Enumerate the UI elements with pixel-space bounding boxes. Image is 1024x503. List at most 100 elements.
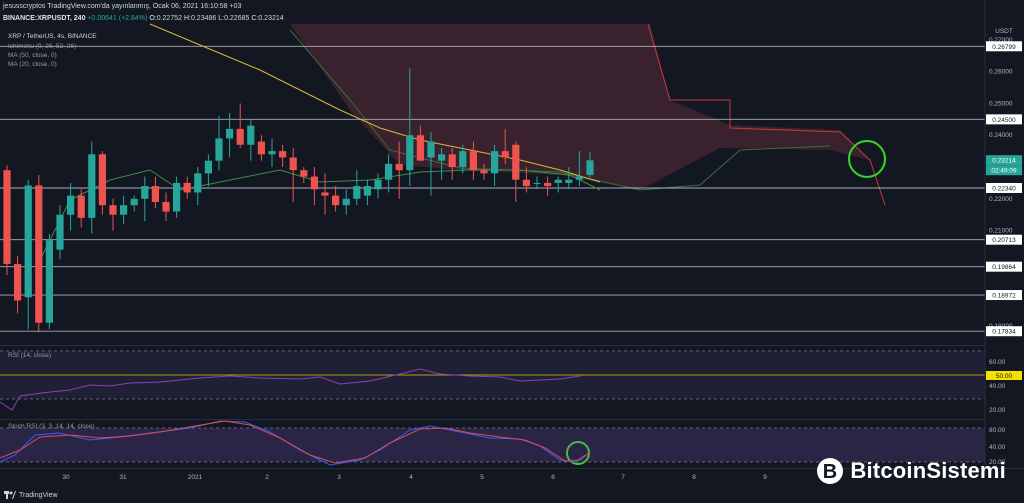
stoch-d-line [0,420,591,464]
price-levels [0,45,985,332]
indicator-ma50[interactable]: MA (50, close, 0) [8,52,57,59]
price-level-tag [986,155,1022,166]
candle-body [310,176,318,190]
time-tick-label: 3 [337,474,341,481]
candle-body [385,163,393,180]
price-axis: USDT 0.27000 0.26000 0.25000 0.24000 0.22000 0… [984,0,1024,468]
price-level-tag [986,114,1022,125]
candle-body [459,151,467,168]
candle-body [130,198,138,206]
candle-body [554,179,562,183]
candle-body [586,160,594,175]
kumo-area [290,24,870,190]
time-axis: 303120212345678910 [0,468,1024,481]
stoch-tick-label: 40.00 [989,444,1006,451]
candle-body [109,205,117,215]
leading-span-b-line [289,29,831,191]
candle-body [512,144,520,180]
time-tick-label: 8 [692,474,696,481]
candle-body [204,160,212,174]
publisher-name[interactable]: jesusscryptos [3,3,46,10]
rsi-value-tag [986,371,1022,380]
candle-body [565,179,573,183]
indicator-ichimoku[interactable]: Ichimoku (9, 26, 52, 26) [8,43,77,50]
published-note: TradingView.com'da yayınlanmış, Ocak 06,… [47,3,242,10]
time-tick-label: 2021 [188,474,203,481]
publish-header: jesusscryptos TradingView.com'da yayınla… [3,3,241,10]
rsi-pane: RSI (14, close) [0,345,1024,411]
candle-body [120,205,128,215]
time-tick-label: 31 [119,474,127,481]
price-level-label: 0.24500 [992,117,1016,124]
candle-body [374,179,382,190]
candle-body [88,154,96,218]
price-level-label: 0.20713 [992,237,1016,244]
candle-body [226,128,234,139]
candle-body [173,182,181,212]
candle-body [257,141,265,155]
candle-body [289,157,297,171]
svg-text:B: B [823,461,837,483]
candle-body [141,186,149,199]
ohlc-close: 0.23214 [258,15,284,22]
candle-body [45,240,53,323]
price-level-label: 0.22340 [992,185,1016,192]
candle-body [332,195,340,206]
candle-body [236,128,244,145]
candle-body [98,154,106,206]
rsi-line [0,368,581,411]
ohlc-high: 0.23486 [190,15,217,22]
tradingview-logo[interactable]: TradingView [4,491,58,499]
candle-body [300,170,308,177]
candle-body [14,263,22,301]
stoch-tick-label: 80.00 [989,427,1006,434]
tradingview-icon [4,491,16,499]
price-tick-label: 0.22000 [989,196,1013,203]
candle-body [56,214,64,250]
candle-body [353,186,361,199]
countdown-tag [986,165,1022,176]
leading-span-line [647,23,886,206]
price-level-tag [986,261,1022,272]
axis-background [985,0,1024,468]
ichimoku-cloud [289,23,886,206]
candle-body [321,192,329,196]
price-level-tag [986,234,1022,245]
axis-currency: USDT [995,28,1013,35]
chart-title: XRP / TetherUS, 4s, BINANCE [8,33,97,40]
tradingview-label: TradingView [19,491,58,499]
candle-body [501,151,509,158]
ohlc-low: 0.22685 [224,15,250,22]
price-level-label: 0.17834 [992,329,1016,336]
candle-body [469,151,477,171]
rsi-tick-label: 60.00 [989,359,1006,366]
rsi-value-label: 50.00 [996,373,1013,380]
candle-body [3,170,11,264]
candle-body [183,182,191,193]
indicator-ma20[interactable]: MA (20, close, 0) [8,61,57,68]
candle-body [67,195,75,215]
symbol-line[interactable]: BINANCE:XRPUSDT, 240 [3,15,86,22]
price-highlight-circle [848,140,886,178]
ohlc-c-label: C: [251,15,259,22]
price-tick-label: 0.24000 [989,132,1013,139]
time-tick-label: 5 [480,474,484,481]
price-level-tag [986,326,1022,337]
price-tick-label: 0.27000 [989,37,1013,44]
candle-body [279,151,287,158]
candle-body [77,195,85,218]
price-level-tag [986,41,1022,52]
candle-body [162,201,170,212]
brand-watermark: B BitcoinSistemi [816,457,1006,485]
candle-body [544,182,552,187]
ohlc-open: 0.22752 [156,15,183,22]
price-level-label: 0.26799 [992,44,1016,51]
countdown-label: 02:49:09 [991,168,1017,175]
price-level-tag [986,290,1022,301]
stoch-tick-label: 20.00 [989,459,1006,466]
candle-body [533,182,541,184]
candle-body [151,186,159,202]
ma20-line [39,169,601,261]
indicator-lines [39,23,601,261]
